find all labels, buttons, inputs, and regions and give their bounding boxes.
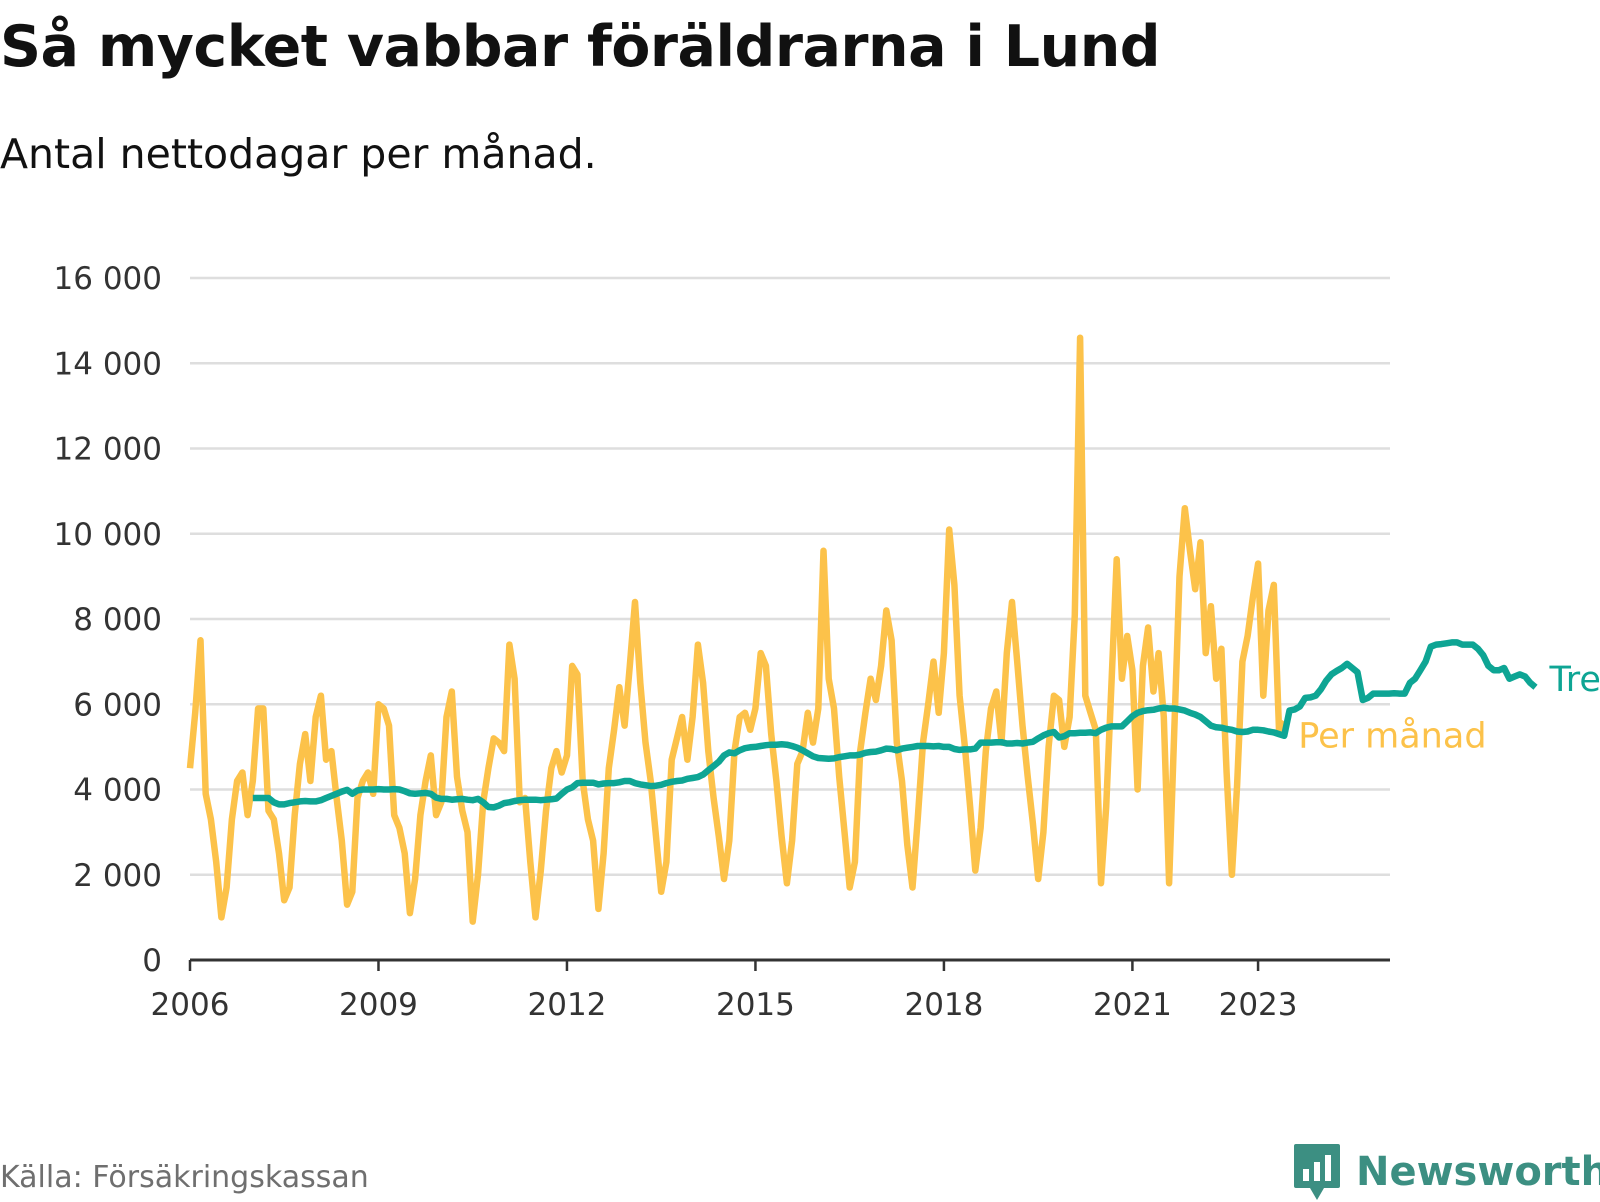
x-tick-label: 2015 <box>716 987 795 1023</box>
gridlines <box>190 276 1390 876</box>
series-end-labels: Per månad Trend <box>1298 660 1600 756</box>
x-tick-label: 2006 <box>151 987 230 1023</box>
monthly-series-line <box>186 334 1287 925</box>
line-chart: 0 2 000 4 000 6 000 8 000 10 000 12 000 14 000 1… <box>54 261 1600 1023</box>
y-axis-tick-labels: 0 2 000 4 000 6 000 8 000 10 000 12 000 14 000 1… <box>54 261 162 979</box>
y-tick-label: 12 000 <box>54 432 162 468</box>
monthly-series-label: Per månad <box>1298 715 1486 756</box>
x-tick-label: 2023 <box>1219 987 1298 1023</box>
source-credit: Källa: Försäkringskassan <box>0 1160 369 1195</box>
chart-subtitle: Antal nettodagar per månad. <box>0 130 597 178</box>
y-tick-label: 8 000 <box>73 602 162 638</box>
y-tick-label: 6 000 <box>73 687 162 723</box>
y-tick-label: 2 000 <box>73 858 162 894</box>
y-tick-label: 16 000 <box>54 261 162 297</box>
y-tick-label: 0 <box>142 943 162 979</box>
x-tick-label: 2018 <box>904 987 983 1023</box>
brand-logo: Newsworthy <box>1292 1142 1600 1202</box>
x-axis <box>188 958 1390 971</box>
y-tick-label: 4 000 <box>73 773 162 809</box>
x-tick-label: 2012 <box>528 987 607 1023</box>
x-tick-label: 2009 <box>339 987 418 1023</box>
newsworthy-logo-icon <box>1294 1144 1340 1200</box>
brand-name: Newsworthy <box>1356 1149 1600 1195</box>
x-tick-label: 2021 <box>1093 987 1172 1023</box>
trend-series-label: Trend <box>1549 660 1600 700</box>
chart-title: Så mycket vabbar föräldrarna i Lund <box>0 14 1161 80</box>
x-axis-tick-labels: 2006 2009 2012 2015 2018 2021 2023 <box>151 987 1298 1023</box>
y-tick-label: 14 000 <box>54 346 162 382</box>
trend-series-line <box>252 639 1538 811</box>
y-tick-label: 10 000 <box>54 517 162 553</box>
series-lines <box>186 334 1538 925</box>
